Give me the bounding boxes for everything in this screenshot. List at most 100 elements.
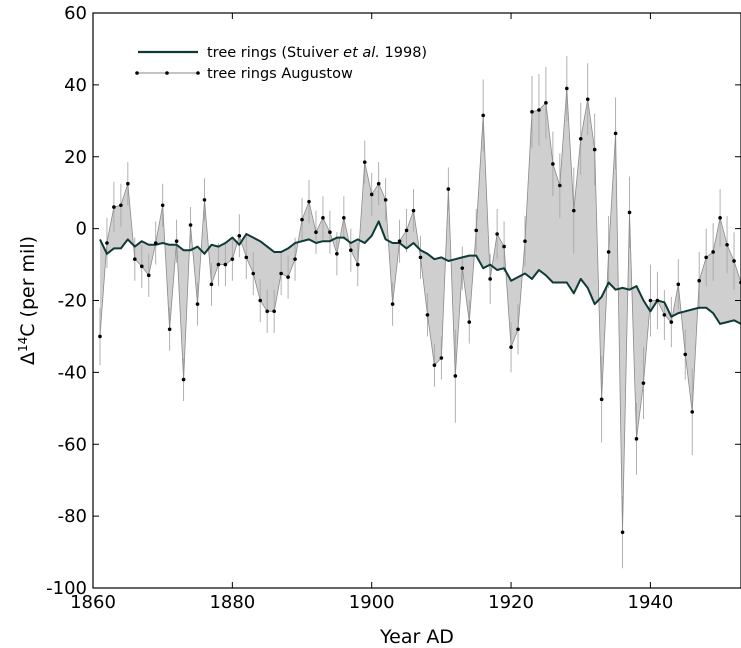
data-point-augustow — [481, 113, 485, 118]
data-point-augustow — [669, 320, 674, 324]
data-point-augustow — [585, 97, 590, 102]
y-tick-label: -20 — [58, 291, 87, 312]
data-point-augustow — [223, 262, 228, 267]
data-point-augustow — [119, 203, 123, 208]
data-point-augustow — [523, 239, 527, 244]
y-axis-label: Δ14C (per mil) — [16, 236, 39, 365]
data-point-augustow — [704, 255, 708, 260]
point-group — [98, 86, 741, 535]
legend-marker-augustow-left — [135, 71, 139, 75]
x-tick-label: 1860 — [70, 592, 116, 613]
legend-label-augustow: tree rings Augustow — [207, 66, 353, 82]
data-point-augustow — [237, 234, 242, 238]
data-point-augustow — [418, 255, 423, 260]
data-point-augustow — [160, 203, 165, 208]
data-point-augustow — [369, 192, 374, 197]
data-point-augustow — [578, 136, 583, 141]
y-tick-label: -100 — [46, 578, 87, 599]
data-point-augustow — [453, 374, 458, 378]
data-point-augustow — [258, 298, 263, 303]
data-point-augustow — [655, 298, 660, 303]
data-point-augustow — [293, 257, 297, 261]
data-point-augustow — [697, 278, 701, 283]
data-point-augustow — [432, 363, 437, 367]
data-point-augustow — [516, 327, 520, 332]
data-point-augustow — [230, 257, 235, 261]
data-point-augustow — [349, 248, 353, 252]
data-point-augustow — [571, 208, 576, 213]
data-point-augustow — [606, 250, 611, 254]
y-axis-label-rest: C (per mil) — [17, 236, 39, 337]
data-point-augustow — [544, 101, 548, 105]
y-axis-label-delta: Δ — [17, 352, 39, 365]
data-point-augustow — [537, 108, 541, 112]
data-point-augustow — [641, 381, 646, 385]
y-tick-label: 60 — [64, 3, 87, 24]
data-point-augustow — [251, 271, 256, 276]
data-point-augustow — [397, 239, 402, 244]
data-point-augustow — [307, 199, 311, 204]
data-point-augustow — [648, 298, 653, 303]
legend: tree rings (Stuiver et al. 1998) tree ri… — [135, 45, 427, 82]
data-point-augustow — [133, 257, 137, 261]
x-tick-label: 1920 — [488, 592, 534, 613]
data-point-augustow — [592, 147, 597, 152]
data-point-augustow — [404, 228, 409, 233]
data-point-augustow — [216, 262, 221, 267]
data-point-augustow — [265, 309, 269, 314]
data-point-augustow — [188, 223, 193, 227]
y-axis-label-superscript: 14 — [16, 337, 30, 352]
data-point-augustow — [620, 530, 625, 535]
data-point-augustow — [126, 181, 130, 186]
data-point-augustow — [725, 242, 729, 247]
data-point-augustow — [139, 264, 144, 269]
difference-fill — [100, 88, 741, 533]
data-point-augustow — [683, 352, 688, 357]
data-point-augustow — [627, 210, 632, 215]
data-point-augustow — [446, 187, 451, 191]
data-point-augustow — [676, 282, 681, 287]
data-point-augustow — [146, 273, 151, 278]
x-tick-label: 1880 — [209, 592, 255, 613]
y-tick-label: -60 — [58, 434, 87, 455]
data-point-augustow — [98, 334, 102, 339]
data-point-augustow — [195, 302, 200, 306]
data-point-augustow — [718, 216, 722, 220]
data-point-augustow — [167, 327, 172, 332]
legend-label-stuiver-italic: et al. — [343, 45, 380, 61]
data-point-augustow — [690, 410, 695, 414]
data-point-augustow — [474, 228, 479, 233]
data-point-augustow — [272, 309, 276, 314]
data-point-augustow — [376, 181, 381, 186]
data-point-augustow — [439, 356, 444, 360]
data-point-augustow — [362, 160, 367, 164]
legend-label-stuiver-pre: tree rings (Stuiver — [207, 45, 343, 61]
data-point-augustow — [105, 241, 109, 245]
data-point-augustow — [383, 198, 388, 202]
data-point-augustow — [711, 250, 715, 254]
y-tick-label: 40 — [64, 75, 87, 96]
difference-fill-group — [100, 88, 741, 533]
data-point-augustow — [321, 216, 325, 220]
data-point-augustow — [411, 208, 416, 213]
data-point-augustow — [662, 313, 667, 317]
data-point-augustow — [286, 275, 290, 279]
data-point-augustow — [335, 251, 339, 256]
legend-marker-augustow-mid — [165, 71, 169, 75]
data-point-augustow — [390, 302, 395, 306]
data-point-augustow — [599, 397, 604, 402]
data-point-augustow — [244, 255, 249, 260]
data-point-augustow — [551, 162, 555, 166]
data-point-augustow — [328, 230, 332, 235]
y-tick-label: -80 — [58, 506, 87, 527]
data-point-augustow — [467, 320, 472, 324]
data-point-augustow — [530, 110, 534, 114]
data-point-augustow — [732, 259, 736, 263]
legend-marker-augustow-right — [196, 71, 200, 75]
data-point-augustow — [634, 437, 639, 441]
data-point-augustow — [613, 131, 618, 136]
data-point-augustow — [300, 217, 304, 222]
x-tick-label: 1900 — [349, 592, 395, 613]
data-point-augustow — [181, 377, 186, 382]
